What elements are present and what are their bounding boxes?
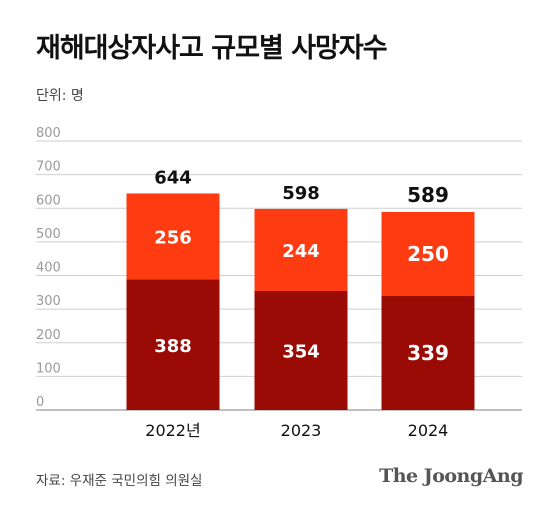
bar-segment-lower — [381, 296, 475, 410]
bar-segment-upper — [126, 193, 220, 280]
y-tick-label: 200 — [36, 328, 61, 343]
total-label: 589 — [407, 183, 449, 207]
y-tick-label: 500 — [36, 227, 61, 242]
data-label: 339 — [407, 341, 449, 365]
x-tick-label: 2022년 — [145, 421, 200, 440]
y-tick-label: 400 — [36, 261, 61, 276]
y-tick-label: 700 — [36, 160, 61, 175]
total-label: 644 — [154, 167, 192, 188]
total-label: 598 — [282, 183, 320, 204]
chart-title: 재해대상자사고 규모별 사망자수 — [36, 33, 388, 64]
source-note: 자료: 우재준 국민의힘 의원실 — [36, 473, 203, 489]
bar-segment-upper — [381, 211, 475, 297]
bar-segment-lower — [126, 279, 220, 410]
data-label: 256 — [154, 227, 192, 248]
x-tick-label: 2023 — [281, 421, 322, 440]
y-tick-label: 100 — [36, 361, 61, 376]
y-tick-label: 300 — [36, 294, 61, 309]
bar-segment-lower — [254, 290, 348, 410]
y-tick-label: 600 — [36, 193, 61, 208]
y-tick-label: 800 — [36, 126, 61, 141]
bar-segment-upper — [254, 208, 348, 291]
brand-logo: The JoongAng — [379, 465, 523, 487]
unit-label: 단위: 명 — [36, 88, 84, 104]
x-tick-label: 2024 — [408, 421, 449, 440]
y-tick-label: 0 — [36, 395, 44, 410]
data-label: 354 — [282, 341, 320, 362]
data-label: 250 — [407, 242, 449, 266]
data-label: 388 — [154, 336, 192, 357]
data-label: 244 — [282, 241, 320, 262]
